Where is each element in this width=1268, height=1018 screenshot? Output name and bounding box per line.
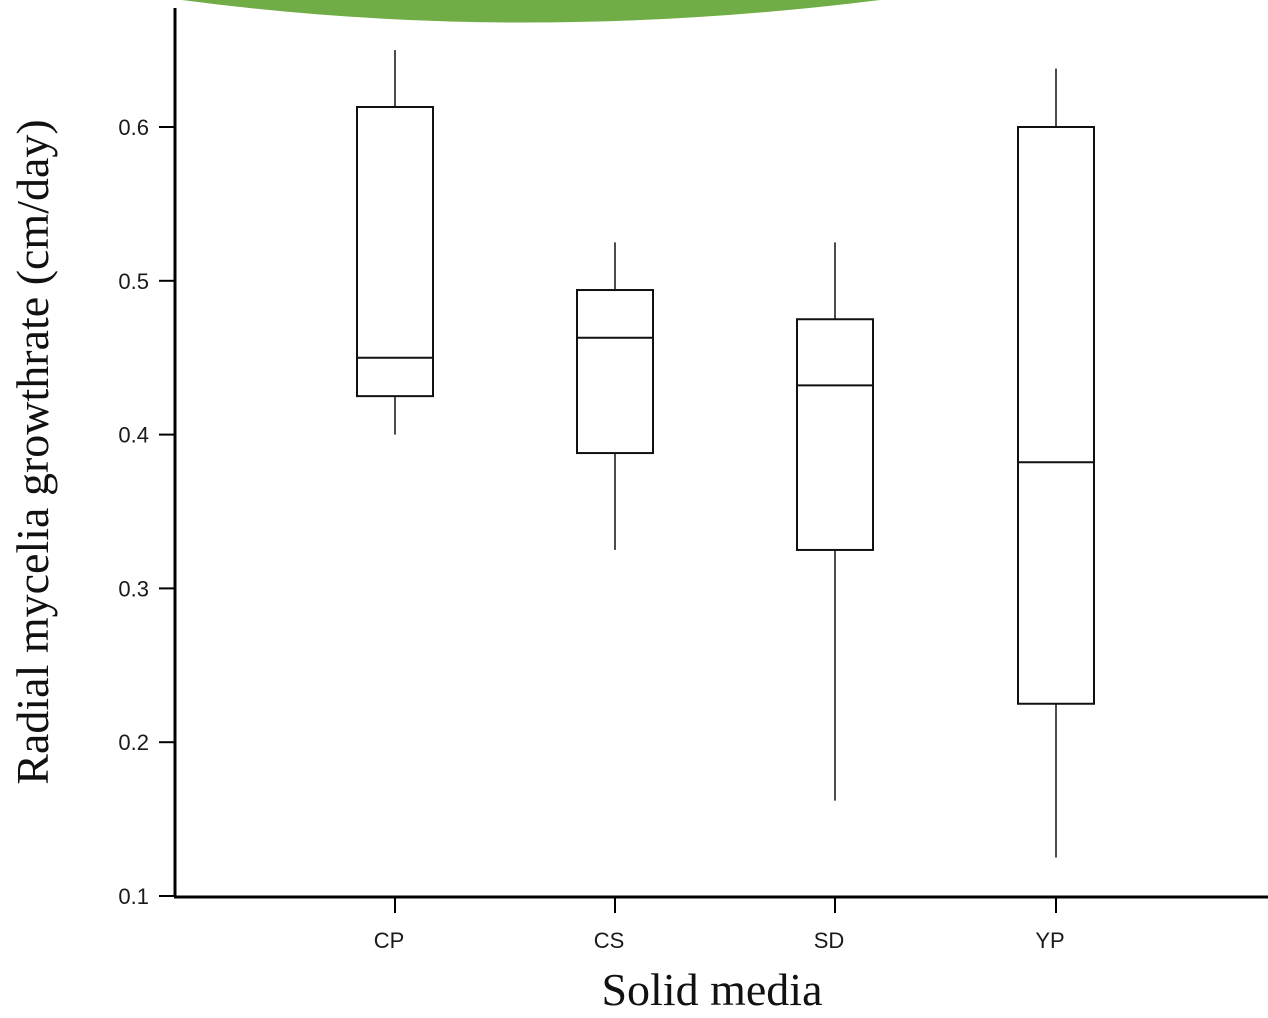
box-cp xyxy=(356,106,434,398)
x-tick-label: CP xyxy=(374,928,405,953)
y-axis-title: Radial mycelia growthrate (cm/day) xyxy=(7,119,58,784)
y-tick-label: 0.5 xyxy=(118,269,149,294)
y-tick-label: 0.4 xyxy=(118,423,149,448)
y-tick-label: 0.2 xyxy=(118,730,149,755)
y-tick-label: 0.1 xyxy=(118,884,149,909)
box-yp xyxy=(1017,126,1095,705)
box-sd xyxy=(796,318,874,551)
x-axis-title: Solid media xyxy=(601,964,822,1013)
y-tick-label: 0.3 xyxy=(118,576,149,601)
x-tick-label: YP xyxy=(1035,928,1064,953)
x-tick-label: SD xyxy=(814,928,845,953)
green-banner-decoration xyxy=(182,0,880,23)
x-tick-label: CS xyxy=(594,928,625,953)
y-tick-label: 0.6 xyxy=(118,115,149,140)
box-cs xyxy=(576,289,654,455)
plot-area: 0.1 0.2 0.3 0.4 0.5 0.6 CP CS SD YP xyxy=(118,8,1268,953)
